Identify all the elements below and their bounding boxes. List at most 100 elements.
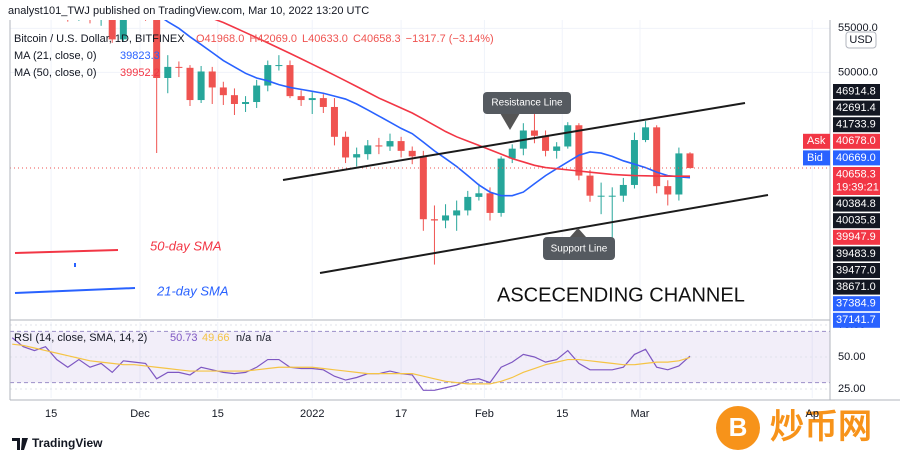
legend-swatch bbox=[14, 287, 136, 294]
sma21-label: 21-day SMA bbox=[156, 283, 229, 298]
callout-box bbox=[483, 92, 571, 114]
dot bbox=[74, 263, 76, 267]
callout-pointer bbox=[500, 113, 520, 130]
candle-body bbox=[553, 146, 561, 151]
candle-body bbox=[230, 95, 238, 104]
price-label-box bbox=[833, 133, 880, 149]
candle-body bbox=[319, 98, 327, 107]
candle-body bbox=[486, 193, 494, 213]
price-label-box bbox=[833, 279, 880, 295]
sma50-label: 50-day SMA bbox=[150, 238, 222, 253]
callout-pointer bbox=[570, 228, 586, 237]
watermark-icon-glyph: B bbox=[729, 412, 748, 442]
header: analyst101_TWJ published on TradingView.… bbox=[8, 5, 369, 17]
price-pane bbox=[10, 20, 830, 318]
candle-body bbox=[297, 96, 305, 101]
y-tick-label: 50000.0 bbox=[838, 66, 878, 78]
price-label-box bbox=[833, 196, 880, 212]
candle-body bbox=[475, 193, 483, 197]
candle-body bbox=[119, 20, 127, 40]
candle-body bbox=[586, 175, 594, 196]
price-label: 38671.0 bbox=[836, 281, 876, 293]
x-tick-label: Mar bbox=[631, 408, 650, 420]
price-tag: Ask bbox=[807, 135, 826, 147]
x-tick-label: 15 bbox=[45, 408, 57, 420]
price-label-box bbox=[833, 229, 880, 245]
candle-body bbox=[508, 148, 516, 159]
candle-body bbox=[197, 71, 205, 101]
price-label-box bbox=[833, 167, 880, 195]
price-label-box bbox=[833, 213, 880, 229]
rsi-line bbox=[11, 337, 691, 391]
price-label: 39947.9 bbox=[836, 231, 876, 243]
candle-body bbox=[542, 135, 550, 151]
candle-body bbox=[275, 65, 283, 67]
price-label: 42691.4 bbox=[836, 102, 876, 114]
price-tag-box bbox=[803, 133, 830, 149]
candle-body bbox=[419, 156, 427, 220]
footer: TradingView bbox=[32, 436, 103, 450]
candle-body bbox=[642, 127, 650, 141]
candle-body bbox=[442, 215, 450, 221]
candle-body bbox=[330, 106, 338, 137]
candle-body bbox=[264, 65, 272, 86]
currency: USD bbox=[849, 34, 872, 46]
candle-body bbox=[497, 158, 505, 213]
ohlc-value: C40658.3 bbox=[353, 33, 401, 45]
x-tick-label: Dec bbox=[130, 408, 150, 420]
candle-body bbox=[219, 87, 227, 96]
callout-box bbox=[543, 237, 615, 260]
channel-label: ASCECENDING CHANNEL bbox=[497, 284, 745, 306]
price-label: 40384.8 bbox=[836, 198, 876, 210]
price-tag-box bbox=[803, 150, 830, 166]
candle-body bbox=[153, 20, 161, 78]
ohlc-value: L40633.0 bbox=[302, 33, 348, 45]
y-tick-label: 50.00 bbox=[838, 351, 866, 363]
candle-body bbox=[630, 140, 638, 185]
ma-line bbox=[163, 20, 691, 197]
price-label-box bbox=[833, 100, 880, 116]
ma-value: 39823.3 bbox=[120, 50, 160, 62]
candle-body bbox=[530, 130, 538, 136]
price-label: 37384.9 bbox=[836, 298, 876, 310]
price-label: 40678.0 bbox=[836, 135, 876, 147]
candle-body bbox=[575, 125, 583, 176]
candle-body bbox=[664, 186, 672, 195]
price-tag: Bid bbox=[807, 152, 823, 164]
candle-body bbox=[308, 98, 316, 101]
candle-body bbox=[208, 71, 216, 88]
candle-body bbox=[675, 153, 683, 195]
candle-body bbox=[430, 219, 438, 221]
candle-body bbox=[342, 136, 350, 158]
x-tick-label: 17 bbox=[395, 408, 407, 420]
candle-body bbox=[386, 141, 394, 147]
y-tick-label: 25.00 bbox=[838, 383, 866, 395]
x-tick-label: 15 bbox=[212, 408, 224, 420]
candle-body bbox=[597, 195, 605, 197]
price-label: 46914.8 bbox=[836, 85, 876, 97]
price-label: 40669.0 bbox=[836, 152, 876, 164]
ma-legend: MA (50, close, 0) bbox=[14, 67, 97, 79]
candle-body bbox=[608, 195, 616, 197]
candle-body bbox=[253, 85, 261, 103]
rsi-value: 50.73 bbox=[170, 332, 198, 344]
rsi-pane bbox=[10, 322, 830, 398]
x-tick-label: 2022 bbox=[300, 408, 324, 420]
price-label-box bbox=[833, 296, 880, 312]
ohlc-value: −1317.7 (−3.14%) bbox=[406, 33, 494, 45]
currency-box bbox=[845, 31, 877, 49]
candle-body bbox=[364, 145, 372, 155]
price-label-box bbox=[833, 150, 880, 166]
x-tick-label: Feb bbox=[475, 408, 494, 420]
ohlc-value: H42069.0 bbox=[249, 33, 297, 45]
price-label-box bbox=[833, 263, 880, 278]
price-label: 41733.9 bbox=[836, 119, 876, 131]
candle-body bbox=[408, 150, 416, 157]
support-label: Support Line bbox=[551, 244, 608, 255]
watermark: 炒币网 bbox=[770, 408, 872, 446]
candle-body bbox=[686, 153, 694, 169]
rsi-value: n/a bbox=[256, 332, 272, 344]
rsi-value: n/a bbox=[236, 332, 252, 344]
